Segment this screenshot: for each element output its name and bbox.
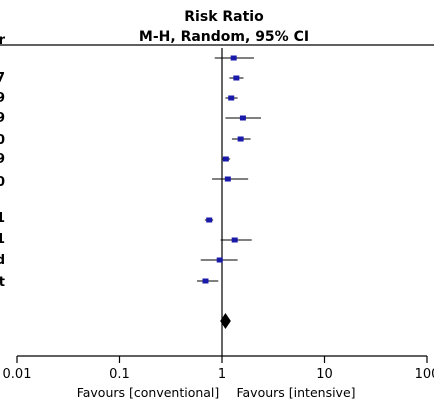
study-row: [225, 95, 238, 101]
x-tick-label: 10: [316, 367, 333, 382]
point-estimate: [206, 217, 213, 223]
chart-title: Risk Ratio: [184, 9, 264, 25]
edge-glyph: 0: [0, 133, 5, 148]
x-axis: 0.01 0.1 1 10 100: [3, 355, 434, 382]
x-tick-label: 0.1: [109, 367, 130, 382]
favours-left-label: Favours [conventional]: [77, 385, 220, 400]
study-row: [204, 217, 214, 223]
x-tick-label: 1: [218, 367, 226, 382]
study-row: [214, 55, 254, 61]
study-row: [200, 257, 238, 263]
point-estimate: [222, 156, 229, 162]
edge-glyph: a: [0, 0, 5, 4]
edge-glyph: 0: [0, 175, 5, 190]
edge-glyph: t: [0, 275, 5, 290]
edge-glyph: 7: [0, 71, 5, 86]
point-estimate: [216, 257, 223, 263]
edge-glyph: 1: [0, 211, 5, 226]
point-estimate: [230, 55, 237, 61]
edge-glyph: 9: [0, 152, 5, 167]
study-row: [196, 278, 219, 284]
pooled-estimate-diamond: [220, 313, 231, 329]
left-edge-glyphs: r 7 9 9 0 9 0 1 1 dt a: [0, 0, 6, 290]
point-estimate: [231, 237, 238, 243]
x-tick-label: 0.01: [3, 367, 32, 382]
point-estimate: [237, 136, 244, 142]
edge-glyph: r: [0, 33, 6, 48]
x-tick-label: 100: [415, 367, 434, 382]
study-row: [212, 176, 249, 182]
study-row: [220, 237, 252, 243]
study-row: [225, 115, 261, 121]
point-estimate: [202, 278, 209, 284]
edge-glyph: d: [0, 253, 5, 268]
point-estimate: [224, 176, 231, 182]
edge-glyph: 9: [0, 111, 5, 126]
edge-glyph: 9: [0, 91, 5, 106]
chart-subtitle: M-H, Random, 95% CI: [139, 29, 309, 45]
point-estimate: [233, 75, 240, 81]
study-rows: [196, 48, 261, 356]
point-estimate: [228, 95, 235, 101]
point-estimate: [239, 115, 246, 121]
study-row: [231, 136, 251, 142]
study-row: [229, 75, 244, 81]
edge-glyph: 1: [0, 232, 5, 247]
favours-right-label: Favours [intensive]: [236, 385, 355, 400]
study-row: [222, 156, 231, 162]
